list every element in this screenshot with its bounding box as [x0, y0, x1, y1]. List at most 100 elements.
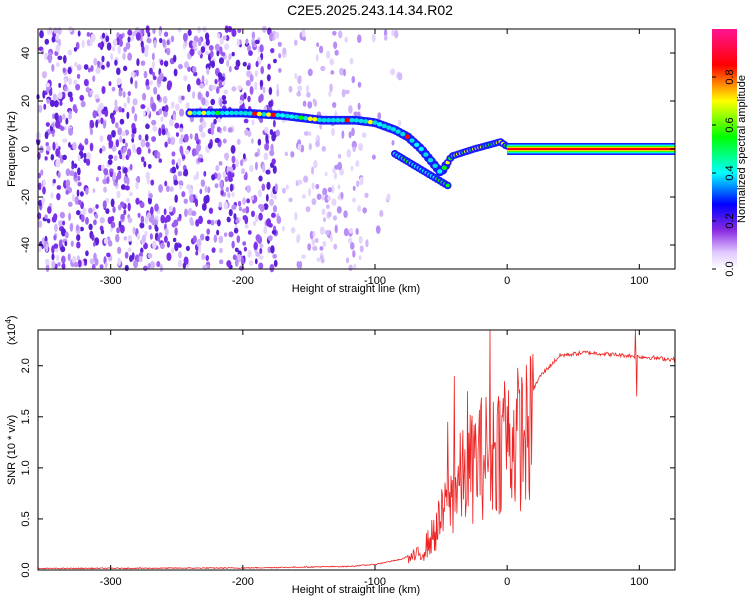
spectrogram-noise-blob	[195, 170, 200, 180]
spectrogram-noise-blob	[282, 47, 287, 55]
spectrogram-noise-blob	[77, 199, 82, 205]
spectrogram-noise-blob	[127, 148, 132, 157]
spectrogram-noise-blob	[334, 110, 338, 118]
spectrogram-noise-blob	[131, 105, 135, 114]
spectrogram-noise-blob	[167, 137, 172, 145]
spectrogram-noise-blob	[371, 33, 376, 43]
spectrogram-noise-blob	[344, 36, 348, 43]
spectrogram-noise-blob	[177, 63, 183, 70]
spectrogram-noise-blob	[272, 165, 277, 174]
spectrogram-noise-blob	[269, 198, 275, 206]
spectrogram-noise-blob	[42, 186, 46, 195]
spectrogram-noise-blob	[228, 53, 232, 60]
spectrogram-noise-blob	[350, 242, 355, 250]
spectrogram-signal-core	[312, 117, 318, 122]
spectrogram-noise-blob	[351, 75, 356, 84]
spectrogram-noise-blob	[218, 81, 223, 89]
spectrogram-noise-blob	[273, 195, 277, 200]
spectrogram-noise-blob	[101, 55, 105, 63]
colorbar-tick-label: 0.8	[724, 69, 736, 84]
spectrogram-noise-blob	[189, 133, 193, 140]
spectrogram-noise-blob	[64, 231, 69, 239]
spectrogram-noise-blob	[75, 210, 81, 216]
spectrogram-noise-blob	[265, 169, 271, 175]
spectrogram-noise-blob	[107, 159, 113, 165]
spectrogram-noise-blob	[296, 234, 301, 243]
spectrogram-noise-blob	[53, 243, 59, 249]
spectrogram-noise-blob	[83, 78, 89, 87]
spectrogram-noise-blob	[197, 50, 202, 56]
spectrogram-noise-blob	[147, 253, 153, 259]
spectrogram-noise-blob	[226, 260, 232, 268]
spectrogram-noise-blob	[146, 38, 152, 44]
spectrogram-noise-blob	[172, 114, 177, 121]
spectrogram-signal-core	[201, 110, 207, 116]
spectrogram-noise-blob	[205, 90, 210, 98]
spectrogram-noise-blob	[246, 65, 250, 70]
spectrogram-signal-core	[261, 112, 267, 117]
spectrogram-signal-core	[340, 118, 346, 123]
spectrogram-noise-blob	[47, 206, 52, 214]
spectrogram-noise-blob	[56, 193, 61, 201]
spectrogram-noise-blob	[117, 257, 121, 267]
spectrogram-noise-blob	[383, 29, 388, 37]
spectrogram-noise-blob	[38, 172, 42, 179]
spectrogram-noise-blob	[59, 100, 63, 106]
spectrogram-noise-blob	[55, 159, 61, 168]
spectrogram-signal-core	[210, 110, 216, 116]
spectrogram-noise-blob	[126, 177, 130, 185]
spectrogram-noise-blob	[126, 111, 130, 120]
spectrogram-noise-blob	[118, 33, 124, 41]
spectrogram-noise-blob	[200, 46, 206, 54]
spectrogram-noise-blob	[182, 32, 188, 42]
spectrogram-noise-blob	[48, 55, 52, 64]
spectrogram-noise-blob	[80, 100, 86, 108]
spectrogram-noise-blob	[201, 202, 207, 211]
spectrogram-noise-blob	[45, 82, 51, 88]
spectrogram-noise-blob	[116, 77, 122, 86]
spectrogram-noise-blob	[239, 159, 244, 167]
spectrogram-noise-blob	[224, 43, 230, 51]
spectrogram-noise-blob	[109, 171, 114, 178]
spectrogram-noise-blob	[217, 72, 223, 79]
spectrogram-noise-blob	[68, 142, 71, 148]
spectrogram-noise-blob	[240, 257, 245, 266]
spectrogram-noise-blob	[192, 66, 197, 73]
spectrogram-noise-blob	[164, 141, 168, 148]
spectrogram-noise-blob	[172, 237, 177, 243]
spectrogram-noise-blob	[42, 179, 46, 187]
spectrogram-noise-blob	[276, 83, 280, 90]
spectrogram-noise-blob	[341, 89, 346, 98]
spectrogram-noise-blob	[150, 260, 156, 269]
spectrogram-noise-blob	[121, 131, 126, 137]
spectrogram-noise-blob	[309, 230, 314, 240]
spectrogram-noise-blob	[311, 166, 315, 175]
spectrogram-noise-blob	[103, 237, 109, 245]
spectrogram-noise-blob	[166, 131, 171, 139]
spectrogram-noise-blob	[98, 102, 104, 110]
spectrogram-noise-blob	[321, 208, 326, 216]
spectrogram-noise-blob	[122, 167, 128, 174]
spectrogram-noise-blob	[259, 204, 265, 213]
spectrogram-noise-blob	[312, 245, 318, 251]
spectrogram-noise-blob	[113, 155, 118, 162]
colorbar-tick-label: 0.2	[724, 213, 736, 228]
spectrogram-signal-core	[367, 119, 373, 125]
spectrogram-noise-blob	[191, 148, 197, 157]
spectrogram-noise-blob	[185, 245, 190, 252]
spectrogram-noise-blob	[254, 81, 258, 91]
spectrogram-noise-blob	[276, 215, 282, 224]
spectrogram-noise-blob	[301, 254, 306, 259]
spectrogram-noise-blob	[114, 122, 119, 129]
spectrogram-noise-blob	[127, 96, 131, 104]
spectrogram-noise-blob	[213, 234, 218, 243]
snr-panel: -300 -200 -100 0 100 0.0 0.5 1.0 1.5 2.0 Height …	[4, 315, 676, 596]
spectrogram-noise-blob	[118, 106, 122, 113]
spectrogram-noise-blob	[383, 35, 388, 41]
spectrogram-noise-blob	[124, 185, 130, 191]
spectrogram-noise-blob	[166, 39, 170, 46]
spectrogram-noise-blob	[76, 241, 81, 249]
spectrogram-noise-blob	[219, 180, 224, 189]
spectrogram-noise-blob	[89, 142, 94, 152]
spectrogram-noise-blob	[187, 29, 192, 37]
